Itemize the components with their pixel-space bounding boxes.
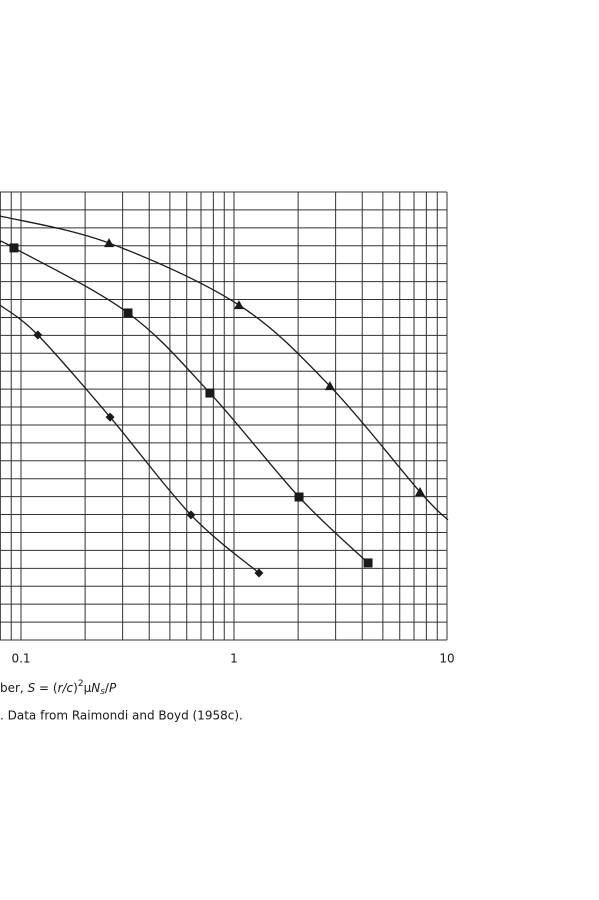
marker	[415, 486, 426, 496]
marker	[104, 238, 115, 248]
marker	[324, 381, 335, 391]
caption: . Data from Raimondi and Boyd (1958c).	[0, 709, 243, 723]
x-tick-label: 0.1	[11, 652, 30, 666]
marker	[105, 412, 115, 422]
marker	[233, 300, 244, 310]
curve	[0, 304, 260, 574]
x-axis-label: ber, S = (r/c)2μNs/P	[0, 679, 117, 697]
marker	[33, 330, 43, 340]
marker	[205, 388, 215, 398]
marker	[363, 558, 373, 568]
x-tick-label: 1	[230, 652, 238, 666]
x-tick-label: 10	[439, 652, 454, 666]
marker	[186, 510, 196, 520]
marker	[9, 243, 19, 253]
marker	[254, 568, 264, 578]
marker	[123, 308, 133, 318]
marker	[294, 492, 304, 502]
